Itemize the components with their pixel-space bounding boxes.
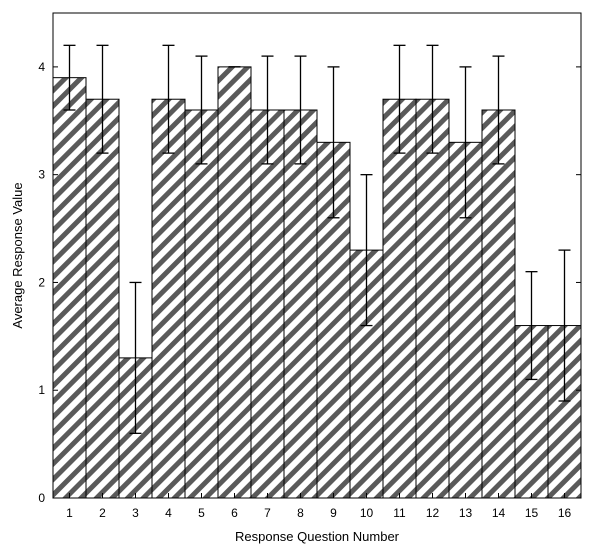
- bar-2: [85, 98, 120, 499]
- x-tick-label: 15: [525, 506, 539, 520]
- y-tick-label: 4: [38, 60, 45, 74]
- x-tick-label: 2: [99, 506, 106, 520]
- error-bar-4: [162, 44, 175, 154]
- x-axis-title: Response Question Number: [235, 529, 400, 544]
- error-bar-16: [558, 249, 571, 402]
- x-tick-label: 5: [198, 506, 205, 520]
- x-tick-label: 1: [66, 506, 73, 520]
- error-bars: [63, 44, 571, 434]
- error-bar-12: [426, 44, 439, 154]
- error-bar-8: [294, 55, 307, 165]
- y-tick-label: 3: [38, 168, 45, 182]
- bar-1: [52, 77, 87, 499]
- x-tick-label: 8: [297, 506, 304, 520]
- error-bar-14: [492, 55, 505, 165]
- x-tick-label: 11: [393, 506, 406, 520]
- x-tick-label: 13: [459, 506, 473, 520]
- bar-6: [217, 66, 252, 499]
- x-tick-label: 6: [231, 506, 238, 520]
- y-tick-label: 0: [38, 491, 45, 505]
- y-axis: 0 1 2 3 4: [38, 60, 581, 505]
- error-bar-3: [129, 281, 142, 434]
- x-tick-label: 10: [360, 506, 374, 520]
- bar-7: [250, 109, 285, 499]
- bars: [52, 66, 582, 499]
- error-bar-11: [393, 44, 406, 154]
- plot-frame: [52, 12, 582, 499]
- x-tick-label: 7: [264, 506, 271, 520]
- error-bar-10: [360, 174, 373, 327]
- error-bar-13: [459, 66, 472, 219]
- bar-11: [382, 98, 417, 499]
- x-tick-label: 9: [330, 506, 337, 520]
- error-bar-5: [195, 55, 208, 165]
- error-bar-1: [63, 44, 76, 111]
- x-tick-label: 14: [492, 506, 506, 520]
- x-tick-label: 16: [558, 506, 572, 520]
- error-bar-2: [96, 44, 109, 154]
- error-bar-9: [327, 66, 340, 219]
- bar-14: [481, 109, 516, 499]
- y-tick-label: 1: [38, 383, 45, 397]
- bar-5: [184, 109, 219, 499]
- error-bar-15: [525, 271, 538, 381]
- bar-12: [415, 98, 450, 499]
- x-tick-label: 3: [132, 506, 139, 520]
- bar-8: [283, 109, 318, 499]
- y-axis-title: Average Response Value: [10, 182, 25, 328]
- x-tick-label: 12: [426, 506, 440, 520]
- x-tick-label: 4: [165, 506, 172, 520]
- x-axis: 1 2 3 4 5 6 7 8 9 10 11 12 13 14 15 16: [66, 493, 571, 520]
- y-tick-label: 2: [38, 275, 45, 289]
- error-bar-7: [261, 55, 274, 165]
- bar-4: [151, 98, 186, 499]
